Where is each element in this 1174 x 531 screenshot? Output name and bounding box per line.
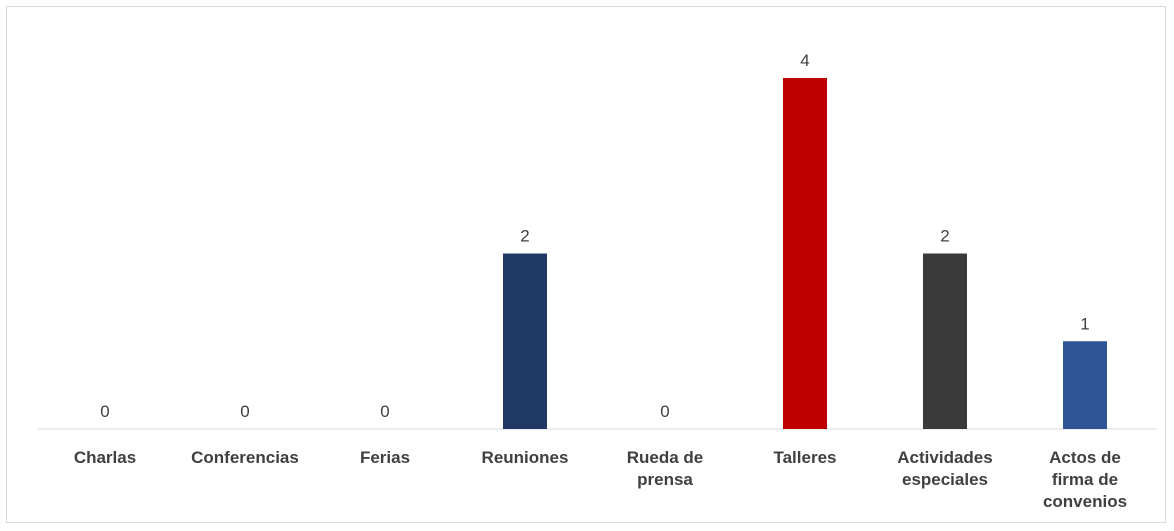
- category-label-talleres: Talleres: [773, 448, 836, 467]
- value-labels-group: 0 0 0 2 0 4 2 1: [100, 51, 1089, 421]
- category-label-charlas: Charlas: [74, 448, 136, 467]
- category-label-ferias: Ferias: [360, 448, 410, 467]
- value-label-actividades-especiales: 2: [940, 227, 949, 246]
- value-label-conferencias: 0: [240, 402, 249, 421]
- value-label-rueda-de-prensa: 0: [660, 402, 669, 421]
- bar-actividades-especiales: [923, 253, 967, 429]
- category-label-reuniones: Reuniones: [482, 448, 569, 467]
- bar-chart: 0 0 0 2 0 4 2 1 Charlas Conferencias Ferias Reunio…: [37, 51, 1157, 511]
- category-label-rueda-de-prensa: Rueda de prensa: [627, 448, 704, 489]
- value-label-reuniones: 2: [520, 227, 529, 246]
- bar-talleres: [783, 78, 827, 429]
- value-label-charlas: 0: [100, 402, 109, 421]
- value-label-actos-de-firma-de-convenios: 1: [1080, 314, 1089, 333]
- value-label-ferias: 0: [380, 402, 389, 421]
- value-label-talleres: 4: [800, 51, 809, 70]
- category-label-actos-de-firma-de-convenios: Actos de firma de convenios: [1043, 448, 1127, 511]
- category-label-conferencias: Conferencias: [191, 448, 299, 467]
- chart-frame: 0 0 0 2 0 4 2 1 Charlas Conferencias Ferias Reunio…: [6, 6, 1166, 523]
- bar-reuniones: [503, 253, 547, 429]
- bar-actos-de-firma-de-convenios: [1063, 341, 1107, 429]
- bars-group: [503, 78, 1107, 429]
- category-label-actividades-especiales: Actividades especiales: [897, 448, 992, 489]
- category-labels-group: Charlas Conferencias Ferias Reuniones Rueda …: [74, 448, 1127, 511]
